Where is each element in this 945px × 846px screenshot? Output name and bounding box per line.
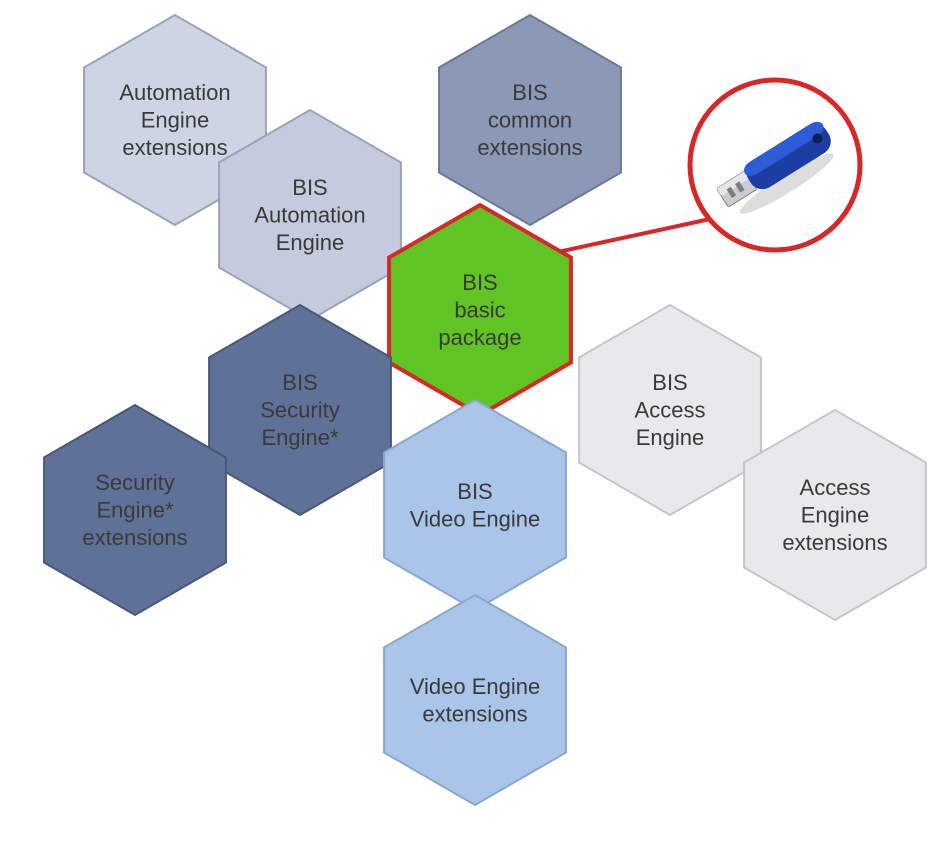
- hex-access-eng: BIS AccessEngine: [579, 305, 761, 515]
- hex-label-common-ext-line2: extensions: [477, 135, 582, 160]
- hex-label-automation-ext-line2: extensions: [122, 135, 227, 160]
- hex-label-video-ext-line1: extensions: [422, 701, 527, 726]
- hex-label-video-ext-line0: Video Engine: [410, 674, 541, 699]
- hex-label-access-eng-line0: BIS: [652, 370, 687, 395]
- hex-label-security-eng-line0: BIS: [282, 370, 317, 395]
- hex-label-access-eng-line2: Engine: [636, 425, 705, 450]
- hex-label-automation-eng-line0: BIS: [292, 175, 327, 200]
- hex-label-video-eng-line1: Video Engine: [410, 506, 541, 531]
- hex-label-security-ext-line1: Engine*: [96, 498, 174, 523]
- hex-label-access-eng-line1: Access: [635, 398, 706, 423]
- hex-shape-video-eng: [384, 400, 566, 610]
- hex-label-security-ext-line0: Security: [95, 470, 174, 495]
- hex-security-eng: BIS SecurityEngine*: [209, 305, 391, 515]
- diagram-canvas: AutomationEngineextensionsBIScommonexten…: [0, 0, 945, 846]
- hex-video-eng: BISVideo Engine: [384, 400, 566, 610]
- hex-label-common-ext-line1: common: [488, 108, 572, 133]
- hex-video-ext: Video Engineextensions: [384, 595, 566, 805]
- callout-group: [690, 80, 860, 250]
- hex-label-common-ext-line0: BIS: [512, 80, 547, 105]
- hex-access-ext: Access Engineextensions: [744, 410, 926, 620]
- hex-label-security-eng-line2: Engine*: [261, 425, 339, 450]
- hex-label-basic-pkg-line0: BIS: [462, 270, 497, 295]
- hex-label-security-ext-line2: extensions: [82, 525, 187, 550]
- hex-shape-video-ext: [384, 595, 566, 805]
- hex-label-automation-ext-line0: Automation: [119, 80, 230, 105]
- hex-basic-pkg: BIS basicpackage: [389, 205, 571, 415]
- hex-label-access-ext-line1: Engine: [801, 503, 870, 528]
- hex-label-automation-ext-line1: Engine: [141, 108, 210, 133]
- hex-label-automation-eng-line2: Engine: [276, 230, 345, 255]
- hex-label-basic-pkg-line2: package: [438, 325, 521, 350]
- hex-label-video-eng-line0: BIS: [457, 479, 492, 504]
- hex-label-security-eng-line1: Security: [260, 398, 339, 423]
- hex-common-ext: BIS commonextensions: [439, 15, 621, 225]
- hex-label-automation-eng-line1: Automation: [254, 203, 365, 228]
- hex-label-basic-pkg-line1: basic: [454, 298, 505, 323]
- hex-label-access-ext-line2: extensions: [782, 530, 887, 555]
- hex-label-access-ext-line0: Access: [800, 475, 871, 500]
- hex-security-ext: Security Engine*extensions: [44, 405, 226, 615]
